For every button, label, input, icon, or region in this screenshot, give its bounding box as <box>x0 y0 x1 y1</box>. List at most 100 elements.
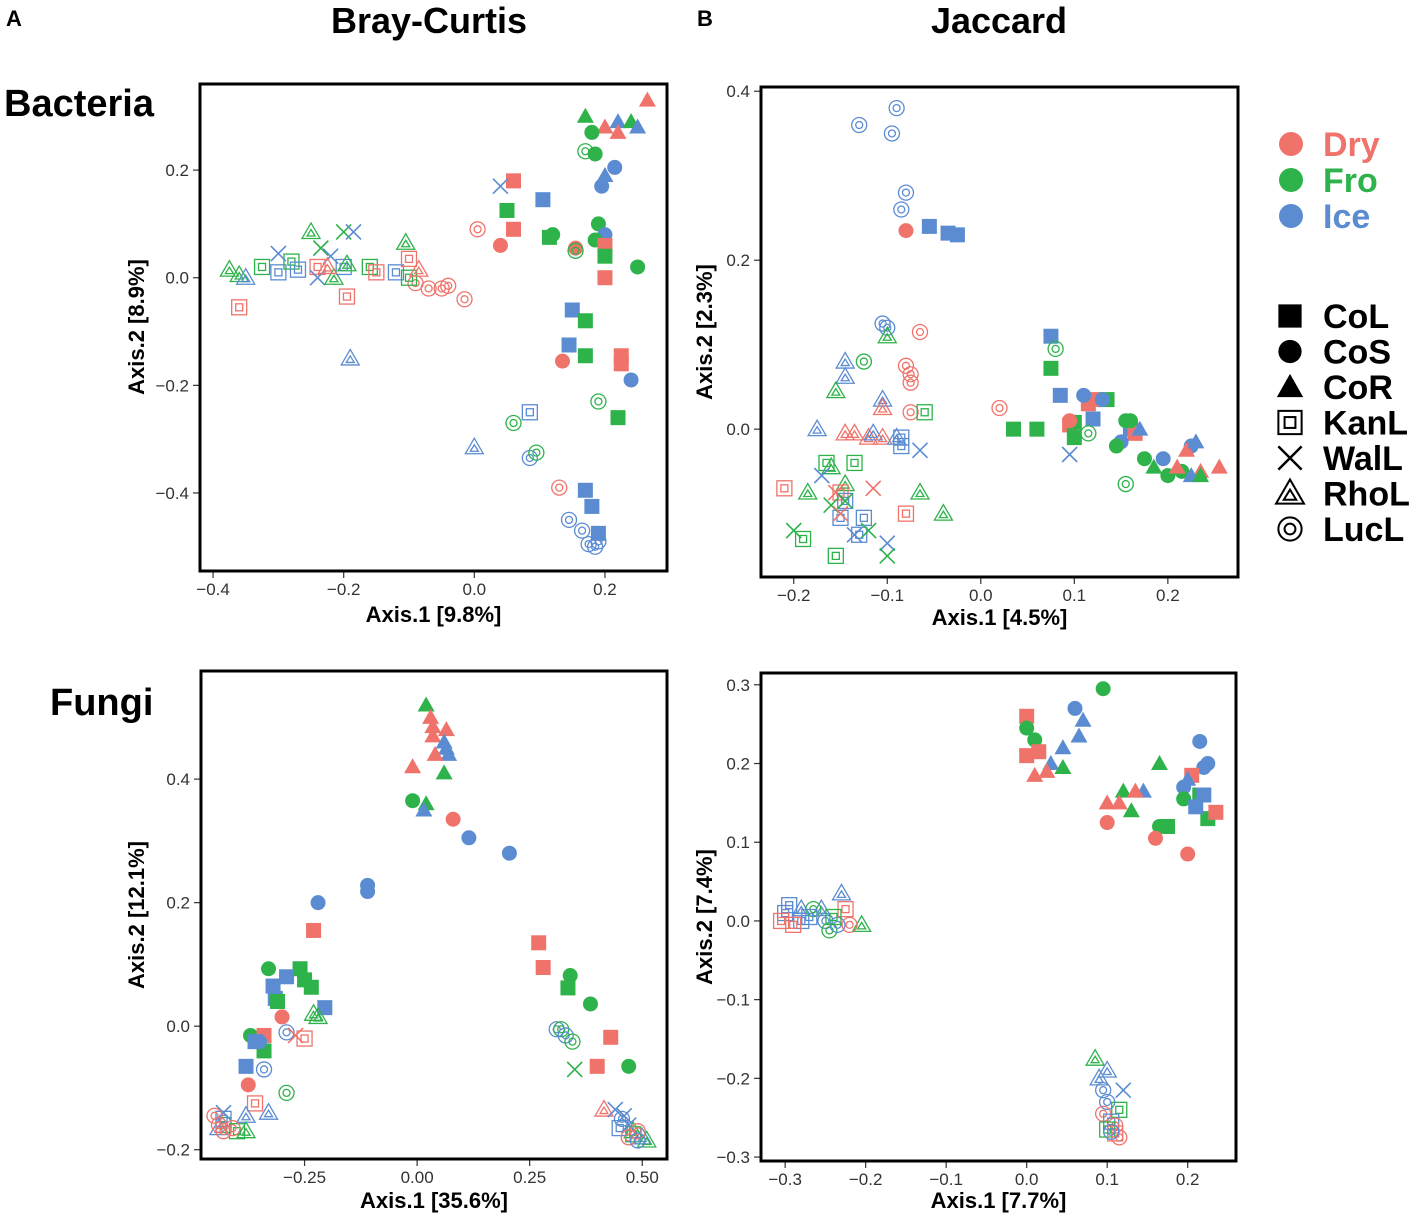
data-point-ice-rhol <box>806 418 828 437</box>
data-point-dry-col <box>506 221 522 237</box>
legend-color-label: Fro <box>1323 162 1378 200</box>
data-point-dry-col <box>1031 744 1047 760</box>
data-point-fro-rhol <box>323 267 345 285</box>
data-point-fro-cos <box>590 216 606 232</box>
data-point-ice-lucl <box>1095 1082 1112 1099</box>
data-point-fro-col <box>577 348 593 364</box>
data-point-fro-wall <box>860 522 877 539</box>
data-point-ice-lucl <box>1103 1123 1120 1141</box>
y-tick-label: 0.3 <box>726 676 750 695</box>
legend-color-fro: Fro <box>1279 162 1378 200</box>
data-point-ice-wall <box>607 1101 624 1118</box>
data-point-ice-lucl <box>521 449 538 467</box>
data-point-fro-col <box>1029 421 1045 437</box>
data-point-dry-lucl <box>902 374 919 391</box>
data-point-dry-lucl <box>456 291 473 308</box>
data-point-ice-cos <box>1196 759 1212 775</box>
data-point-dry-kanl <box>231 299 248 316</box>
data-point-ice-col <box>535 192 551 208</box>
data-point-fro-kanl <box>916 404 933 421</box>
data-point-ice-col <box>265 978 281 994</box>
legend-shape-label: LucL <box>1323 511 1404 549</box>
data-point-dry-lucl <box>897 357 915 374</box>
data-point-fro-rhol <box>235 1120 257 1139</box>
data-point-fro-col <box>499 202 515 218</box>
data-point-fro-col <box>610 410 626 426</box>
data-point-fro-cos <box>587 146 603 162</box>
y-axis-title: Axis.2 [8.9%] <box>124 259 149 395</box>
x-tick-label: 0.2 <box>1156 586 1180 605</box>
data-point-fro-col <box>541 229 557 245</box>
data-point-ice-lucl <box>629 1132 646 1149</box>
x-tick-label: −0.1 <box>870 586 904 605</box>
data-point-fro-kanl <box>827 547 844 565</box>
data-point-dry-col <box>1019 708 1035 724</box>
legend-color-label: Ice <box>1323 198 1370 236</box>
y-tick-label: −0.2 <box>716 1069 750 1088</box>
data-point-fro-cos <box>405 793 421 809</box>
data-point-ice-lucl <box>879 319 896 336</box>
legend-shape-marker <box>1276 373 1304 398</box>
data-point-ice-wall <box>270 245 287 262</box>
data-point-dry-cor <box>1168 458 1186 474</box>
data-point-ice-cos <box>594 178 610 194</box>
data-point-dry-rhol <box>844 423 865 441</box>
data-point-dry-rhol <box>317 256 338 275</box>
plot-panels: −0.4 −0.2 0.0 0.2 −0.4 −0.2 0.0 0.2 Axis.1 [9.8%… <box>124 82 1240 1213</box>
data-point-dry-cor <box>424 718 442 734</box>
y-tick-label: 0.4 <box>726 82 750 101</box>
x-tick-label: −0.3 <box>768 1170 802 1189</box>
data-point-ice-cos <box>1094 392 1110 408</box>
legend-color-swatch <box>1279 204 1303 228</box>
legend-shape-marker <box>1277 516 1303 542</box>
data-point-ice-lucl <box>573 522 591 539</box>
data-point-dry-col <box>613 356 629 372</box>
data-point-fro-cos <box>1122 413 1138 429</box>
data-points <box>776 99 1228 565</box>
y-tick-label: −0.1 <box>716 991 750 1010</box>
data-point-fro-col <box>303 979 319 995</box>
data-point-dry-rhol <box>872 427 893 445</box>
legend-shape-marker <box>1277 409 1303 436</box>
data-point-fro-rhol <box>303 1003 324 1021</box>
legend-shape-rhol: RhoL <box>1274 476 1410 514</box>
data-point-dry-lucl <box>902 366 919 383</box>
legend-shape-marker <box>1274 477 1306 505</box>
data-point-fro-lucl <box>528 444 545 461</box>
data-point-ice-cor <box>596 166 614 182</box>
data-point-dry-lucl <box>224 1119 241 1137</box>
data-point-ice-col <box>921 218 937 234</box>
data-point-fro-cos <box>582 996 598 1012</box>
scatter-panel-bacteria-jaccard: −0.2 −0.1 0.0 0.1 0.2 0.0 0.2 0.4 Axis.1 [4.5%] A… <box>692 82 1240 630</box>
data-point-dry-wall <box>832 505 849 522</box>
data-point-ice-wall <box>345 223 362 241</box>
data-point-fro-cor <box>1054 758 1072 774</box>
data-point-ice-col <box>238 1058 254 1074</box>
data-point-fro-kanl <box>794 530 812 548</box>
data-point-fro-lucl <box>505 414 522 432</box>
data-point-ice-cor <box>1070 727 1088 743</box>
y-axis-title: Axis.2 [12.1%] <box>124 841 149 989</box>
data-point-ice-wall <box>911 442 929 459</box>
data-point-dry-cor <box>424 727 442 743</box>
data-point-ice-cor <box>1074 711 1092 727</box>
data-point-ice-lucl <box>255 1061 273 1078</box>
data-point-ice-wall <box>620 1116 637 1134</box>
data-point-dry-col <box>589 1058 605 1074</box>
legend-shape-lucl: LucL <box>1277 511 1404 549</box>
x-tick-label: −0.2 <box>849 1170 883 1189</box>
data-point-ice-cos <box>623 372 639 388</box>
legend-shape-cor: CoR <box>1276 369 1393 407</box>
x-tick-label: 0.2 <box>1176 1170 1200 1189</box>
data-point-dry-rhol <box>872 397 893 416</box>
x-tick-label: −0.4 <box>196 580 230 599</box>
data-point-fro-col <box>1160 818 1176 834</box>
data-point-fro-col <box>577 313 593 329</box>
data-point-ice-cos <box>1076 387 1092 403</box>
y-tick-label: 0.4 <box>166 770 190 789</box>
data-point-dry-cor <box>1126 782 1144 798</box>
x-tick-label: 0.50 <box>626 1168 659 1187</box>
data-point-dry-cor <box>1178 441 1196 457</box>
data-point-fro-rhol <box>909 482 931 500</box>
data-point-ice-lucl <box>613 1110 631 1127</box>
